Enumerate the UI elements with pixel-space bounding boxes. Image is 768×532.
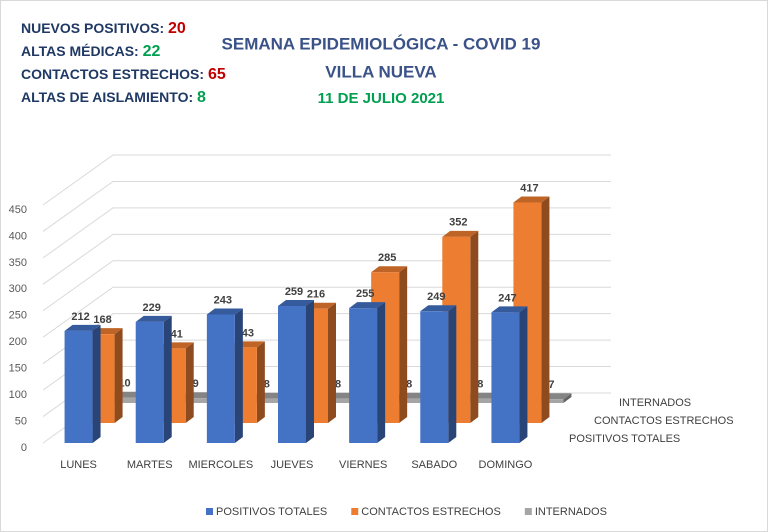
bar-side — [470, 230, 479, 423]
bar-side — [448, 305, 457, 443]
depth-label: POSITIVOS TOTALES — [569, 433, 680, 445]
data-label: 285 — [378, 252, 396, 264]
bar-side — [563, 393, 572, 403]
depth-label: CONTACTOS ESTRECHOS — [594, 415, 734, 427]
bar-side — [163, 315, 172, 443]
data-label: 229 — [143, 302, 161, 314]
summary-value: 65 — [208, 66, 226, 83]
summary-value: 8 — [197, 89, 206, 106]
legend-swatch — [351, 508, 359, 515]
data-label: 8 — [477, 379, 483, 391]
summary-label: CONTACTOS ESTRECHOS: — [21, 66, 208, 82]
data-label: 7 — [548, 379, 554, 391]
bar-top — [371, 266, 408, 273]
bar — [420, 311, 449, 443]
legend-swatch — [524, 508, 532, 515]
x-tick-label: MIERCOLES — [188, 459, 253, 471]
data-label: 259 — [285, 286, 303, 298]
depth-label: INTERNADOS — [619, 397, 691, 409]
data-label: 352 — [449, 217, 467, 229]
bar-side — [377, 302, 386, 443]
bar-side — [114, 328, 123, 423]
bar — [64, 330, 93, 443]
data-label: 212 — [71, 311, 89, 323]
bar — [135, 321, 164, 443]
legend-label: INTERNADOS — [535, 506, 607, 518]
bar-top — [491, 306, 528, 313]
bar-side — [185, 342, 194, 423]
grid-line — [42, 180, 611, 232]
y-tick-label: 450 — [9, 204, 27, 216]
data-label: 243 — [214, 294, 232, 306]
bar-top — [513, 196, 550, 203]
bar — [349, 308, 378, 443]
bar — [206, 314, 235, 443]
data-label: 8 — [406, 379, 412, 391]
y-tick-label: 150 — [9, 363, 27, 375]
bar-top — [349, 302, 386, 309]
bar-side — [306, 300, 314, 443]
legend-label: CONTACTOS ESTRECHOS — [361, 506, 501, 518]
grid-line — [42, 154, 611, 206]
data-label: 417 — [520, 182, 538, 194]
summary-label: NUEVOS POSITIVOS: — [21, 20, 168, 36]
bar-side — [328, 302, 336, 423]
summary-item: ALTAS MÉDICAS: 22 — [21, 43, 160, 61]
x-tick-label: SABADO — [411, 459, 457, 471]
y-tick-label: 0 — [21, 442, 27, 454]
x-tick-label: LUNES — [60, 459, 97, 471]
chart-title: SEMANA EPIDEMIOLÓGICA - COVID 19 — [222, 34, 541, 53]
y-tick-label: 350 — [9, 257, 27, 269]
bar — [278, 306, 306, 443]
summary-item: ALTAS DE AISLAMIENTO: 8 — [21, 89, 206, 107]
y-tick-label: 300 — [9, 283, 27, 295]
bar-top — [420, 305, 457, 312]
bar-side — [234, 308, 243, 443]
bar-side — [256, 341, 265, 423]
bar-top — [442, 230, 479, 237]
summary-item: CONTACTOS ESTRECHOS: 65 — [21, 66, 226, 84]
bar-side — [399, 266, 408, 423]
data-label: 9 — [193, 378, 199, 390]
bar-top — [135, 315, 172, 322]
bar-side — [519, 306, 528, 443]
bar-top — [278, 300, 314, 307]
legend-swatch — [206, 508, 213, 515]
summary-value: 20 — [168, 20, 186, 37]
bar-side — [92, 324, 101, 443]
bar-top — [206, 308, 243, 315]
y-tick-label: 400 — [9, 230, 27, 242]
data-label: 8 — [335, 379, 341, 391]
x-tick-label: JUEVES — [271, 459, 314, 471]
y-tick-label: 250 — [9, 310, 27, 322]
y-tick-label: 100 — [9, 389, 27, 401]
summary-label: ALTAS MÉDICAS: — [21, 43, 143, 59]
data-label: 8 — [264, 379, 270, 391]
x-tick-label: VIERNES — [339, 459, 387, 471]
x-tick-label: MARTES — [127, 459, 173, 471]
chart-date: 11 DE JULIO 2021 — [318, 90, 445, 107]
legend-label: POSITIVOS TOTALES — [216, 506, 327, 518]
data-label: 168 — [93, 314, 111, 326]
x-tick-label: DOMINGO — [479, 459, 533, 471]
grid-line — [42, 207, 611, 259]
summary-item: NUEVOS POSITIVOS: 20 — [21, 20, 186, 38]
bar-side — [541, 196, 550, 423]
chart-subtitle: VILLA NUEVA — [325, 62, 436, 81]
bar-top — [64, 324, 101, 331]
data-label: 249 — [427, 291, 445, 303]
data-label: 247 — [498, 292, 516, 304]
data-label: 216 — [307, 289, 325, 301]
data-label: 255 — [356, 288, 374, 300]
summary-value: 22 — [143, 43, 161, 60]
bar — [491, 312, 520, 443]
y-tick-label: 50 — [15, 415, 27, 427]
summary-label: ALTAS DE AISLAMIENTO: — [21, 89, 197, 105]
grid-line — [42, 233, 611, 285]
y-tick-label: 200 — [9, 336, 27, 348]
